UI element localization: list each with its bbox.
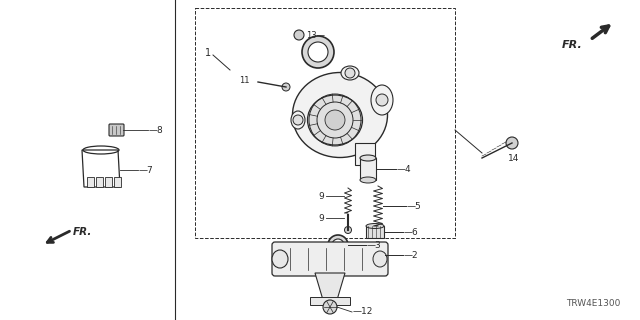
- Bar: [310, 297, 350, 305]
- Text: —5: —5: [407, 202, 422, 211]
- Circle shape: [302, 36, 334, 68]
- Bar: [355, 143, 375, 165]
- Text: 9: 9: [318, 213, 324, 222]
- Ellipse shape: [341, 66, 359, 80]
- Ellipse shape: [307, 95, 362, 145]
- Bar: [195, 8, 455, 238]
- Bar: [96, 177, 103, 187]
- Ellipse shape: [373, 251, 387, 267]
- Ellipse shape: [272, 250, 288, 268]
- Text: —6: —6: [404, 228, 419, 236]
- Text: —7: —7: [139, 165, 154, 174]
- Ellipse shape: [360, 155, 376, 161]
- Text: —2: —2: [404, 251, 419, 260]
- Circle shape: [344, 227, 351, 234]
- Bar: [114, 177, 121, 187]
- Text: TRW4E1300: TRW4E1300: [566, 299, 620, 308]
- Text: 14: 14: [508, 154, 520, 163]
- Bar: [105, 177, 112, 187]
- Polygon shape: [315, 273, 345, 300]
- Bar: [360, 158, 376, 180]
- Text: 1: 1: [205, 48, 211, 58]
- Text: 13—: 13—: [306, 30, 325, 39]
- Circle shape: [282, 83, 290, 91]
- Bar: [366, 226, 384, 238]
- Text: 11: 11: [239, 76, 250, 84]
- Text: —4: —4: [397, 164, 412, 173]
- Circle shape: [345, 68, 355, 78]
- Circle shape: [293, 115, 303, 125]
- Ellipse shape: [291, 111, 305, 129]
- Text: —12: —12: [353, 308, 373, 316]
- Text: —3: —3: [367, 241, 381, 250]
- Ellipse shape: [360, 177, 376, 183]
- Ellipse shape: [292, 73, 387, 157]
- Circle shape: [506, 137, 518, 149]
- Text: FR.: FR.: [73, 227, 92, 237]
- Circle shape: [325, 110, 345, 130]
- Text: FR.: FR.: [563, 40, 583, 50]
- FancyBboxPatch shape: [272, 242, 388, 276]
- FancyBboxPatch shape: [109, 124, 124, 136]
- Circle shape: [376, 94, 388, 106]
- Circle shape: [308, 42, 328, 62]
- Circle shape: [332, 239, 344, 251]
- Circle shape: [323, 300, 337, 314]
- Text: 9: 9: [318, 191, 324, 201]
- Ellipse shape: [371, 85, 393, 115]
- Circle shape: [294, 30, 304, 40]
- Circle shape: [328, 235, 348, 255]
- Bar: [87, 177, 94, 187]
- Ellipse shape: [366, 223, 384, 228]
- Text: —8: —8: [149, 125, 164, 134]
